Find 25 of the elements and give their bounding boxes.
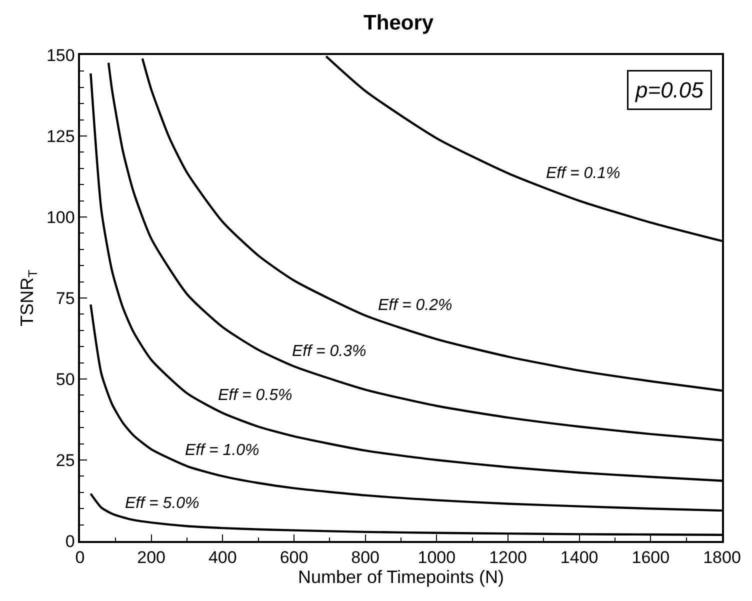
series-label: Eff = 0.3% — [292, 343, 366, 360]
series-label: Eff = 1.0% — [185, 442, 260, 459]
series-label: Eff = 0.5% — [218, 387, 292, 404]
x-tick-label: 1200 — [489, 548, 527, 568]
series-label: Eff = 0.1% — [546, 165, 620, 182]
x-tick-label: 800 — [351, 548, 380, 568]
y-tick-label: 100 — [46, 208, 75, 227]
x-axis-title: Number of Timepoints (N) — [298, 567, 504, 588]
y-tick-label: 25 — [56, 450, 75, 470]
y-tick-label: 0 — [65, 532, 75, 551]
chart-title: Theory — [364, 12, 434, 35]
x-tick-label: 1800 — [703, 548, 741, 568]
x-tick-label: 600 — [280, 548, 308, 568]
series-label: Eff = 0.2% — [378, 297, 452, 314]
x-tick-label: 200 — [137, 548, 166, 568]
x-tick-label: 400 — [208, 548, 237, 568]
series-label: Eff = 5.0% — [125, 495, 200, 512]
x-tick-label: 1600 — [632, 548, 670, 568]
annotation: p=0.05 — [634, 78, 704, 102]
y-tick-label: 150 — [46, 46, 75, 65]
y-tick-label: 75 — [56, 288, 75, 308]
x-tick-label: 1400 — [560, 548, 598, 568]
x-tick-label: 1000 — [418, 548, 456, 568]
y-tick-label: 125 — [46, 126, 75, 146]
y-tick-label: 50 — [56, 370, 75, 389]
